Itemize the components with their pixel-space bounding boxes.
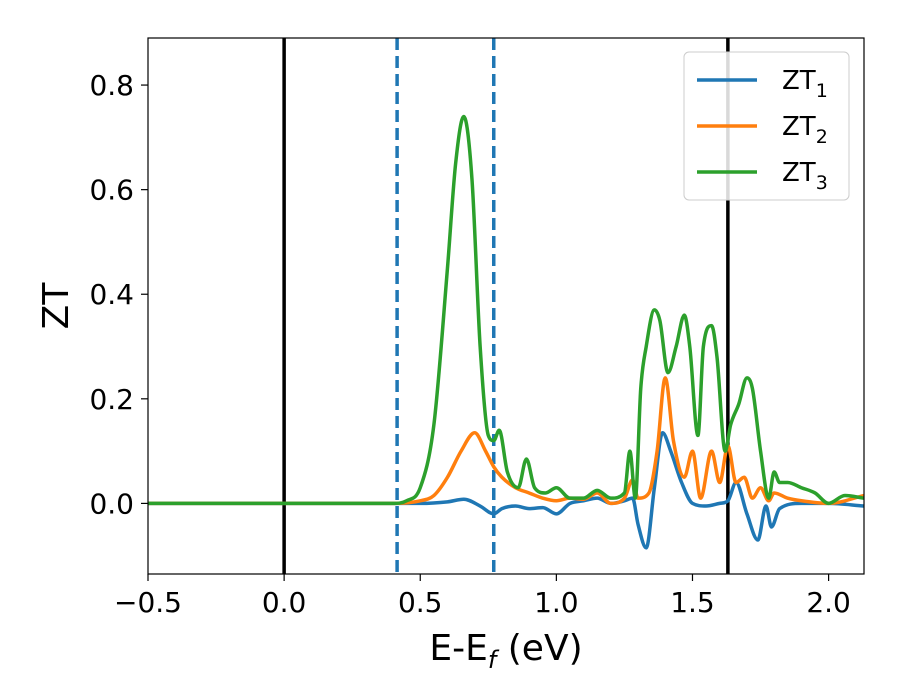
x-axis-title: E-Ef (eV)	[429, 628, 582, 674]
legend-label-3: ZT3	[782, 158, 828, 194]
legend-box	[683, 51, 850, 201]
x-tick-label: 2.0	[806, 586, 851, 619]
y-tick-label: 0.4	[89, 278, 134, 311]
plot-frame	[147, 37, 865, 575]
y-tick-label: 0.0	[89, 487, 134, 520]
x-tick-label: 1.5	[670, 586, 715, 619]
y-tick-label: 0.6	[89, 174, 134, 207]
series-line-3	[148, 114, 864, 506]
x-tick-label: 0.5	[398, 586, 443, 619]
legend-label-1: ZT1	[782, 66, 828, 102]
x-tick-label: −0.5	[114, 586, 182, 619]
legend: ZT1 ZT2 ZT3	[683, 51, 850, 201]
x-axis-ticks: −0.5 0.0 0.5 1.0 1.5 2.0	[114, 574, 851, 619]
y-axis-ticks: 0.0 0.2 0.4 0.6 0.8	[89, 69, 148, 520]
y-tick-label: 0.2	[89, 383, 134, 416]
y-tick-label: 0.8	[89, 69, 134, 102]
x-tick-label: 0.0	[262, 586, 307, 619]
series-line-1	[148, 431, 864, 550]
x-tick-label: 1.0	[534, 586, 579, 619]
series-lines	[148, 114, 864, 550]
legend-label-2: ZT2	[782, 112, 828, 148]
y-axis-title: ZT	[36, 282, 77, 330]
